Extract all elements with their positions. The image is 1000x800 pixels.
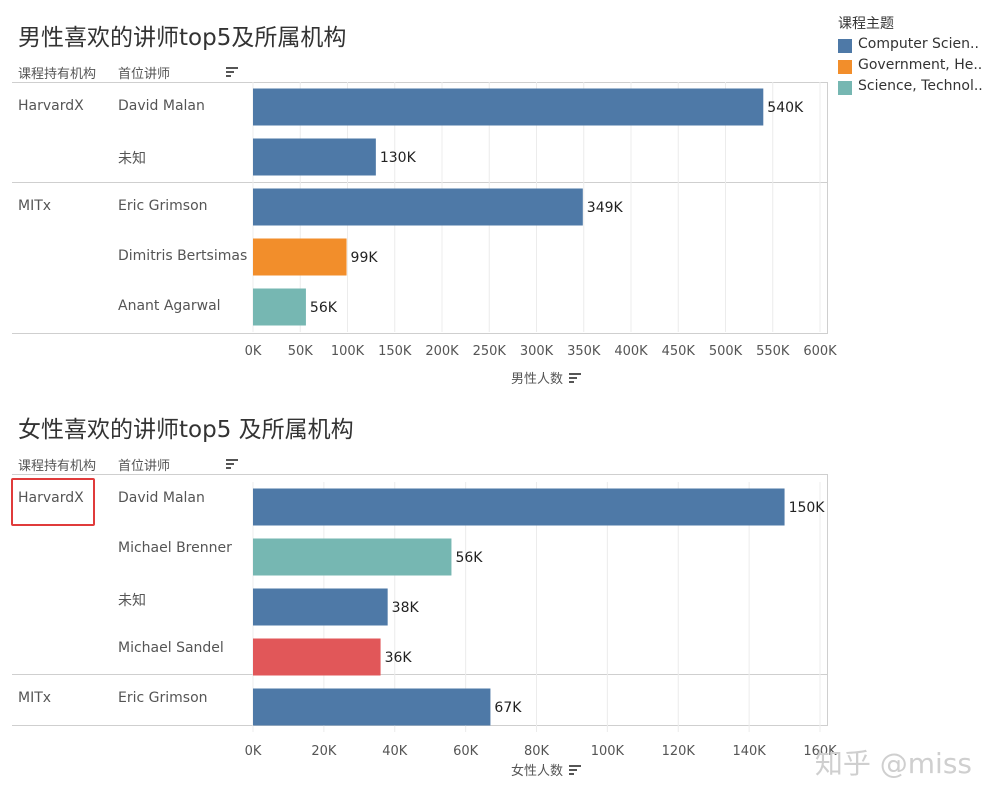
bar-value-label: 150K (789, 500, 826, 516)
x-tick-label: 20K (311, 744, 337, 759)
legend-label: Government, He.. (858, 57, 983, 73)
group-separator (12, 182, 827, 183)
lecturer-column-header-male: 首位讲师 (118, 67, 171, 82)
org-column-header-male: 课程持有机构 (18, 67, 97, 82)
x-tick-label: 300K (520, 344, 554, 359)
lecturer-label: Dimitris Bertsimas (118, 248, 248, 264)
bar[interactable] (253, 538, 452, 576)
lecturer-label: 未知 (118, 593, 146, 609)
bar-plot-male: 0K 50K 100K 150K 200K 250K 300K 350K 400K 450K 500… (245, 82, 837, 359)
x-tick-label: 150K (378, 344, 412, 359)
x-tick-label: 50K (288, 344, 314, 359)
x-axis-title-male: 男性人数 (511, 368, 582, 387)
x-tick-label: 0K (245, 744, 262, 759)
bar[interactable] (253, 238, 347, 276)
x-tick-label: 60K (453, 744, 479, 759)
x-tick-label: 0K (245, 344, 262, 359)
x-tick-label: 120K (662, 744, 696, 759)
legend-label: Computer Scien.. (858, 36, 979, 52)
lecturer-label: Michael Brenner (118, 540, 232, 556)
lecturer-label: Michael Sandel (118, 640, 224, 656)
x-tick-label: 400K (614, 344, 648, 359)
x-tick-label: 40K (382, 744, 408, 759)
bar[interactable] (253, 288, 306, 326)
bar-value-label: 130K (380, 150, 417, 166)
watermark: 知乎 @miss (814, 747, 972, 780)
x-tick-label: 160K (803, 744, 837, 759)
lecturer-label: David Malan (118, 98, 205, 114)
bar[interactable] (253, 588, 388, 626)
x-tick-label: 550K (756, 344, 790, 359)
lecturer-label: Eric Grimson (118, 690, 208, 706)
group-separator (12, 674, 827, 675)
legend-swatch (838, 60, 852, 74)
sort-icon[interactable] (226, 67, 238, 77)
x-tick-label: 80K (524, 744, 550, 759)
x-axis-title-female: 女性人数 (511, 760, 582, 779)
bar-value-label: 38K (392, 600, 420, 616)
x-tick-label: 140K (732, 744, 766, 759)
x-tick-label: 200K (425, 344, 459, 359)
org-label-harvardx: HarvardX (18, 490, 84, 506)
bar-value-label: 36K (385, 650, 413, 666)
chart-title-male: 男性喜欢的讲师top5及所属机构 (18, 25, 347, 51)
bar-value-label: 99K (351, 250, 379, 266)
lecturer-label: 未知 (118, 151, 146, 167)
legend-swatch (838, 39, 852, 53)
bar[interactable] (253, 88, 764, 126)
bar-plot-female: 0K 20K 40K 60K 80K 100K 120K 140K 160K 150K 56K 38K… (245, 482, 837, 759)
org-label-mitx: MITx (18, 198, 52, 214)
bar[interactable] (253, 138, 376, 176)
lecturer-column-header-female: 首位讲师 (118, 459, 171, 474)
bar-value-label: 56K (455, 550, 483, 566)
lecturer-label: Anant Agarwal (118, 298, 221, 314)
legend-swatch (838, 81, 852, 95)
sort-icon[interactable] (226, 459, 238, 469)
org-column-header-female: 课程持有机构 (18, 459, 97, 474)
bar-value-label: 540K (767, 100, 804, 116)
lecturer-label: Eric Grimson (118, 198, 208, 214)
bar[interactable] (253, 188, 583, 226)
bar-value-label: 349K (587, 200, 624, 216)
chart-frame-male (12, 82, 828, 334)
axis-sort-icon[interactable] (569, 373, 582, 383)
bar-value-label: 67K (494, 700, 522, 716)
legend-label: Science, Technol.. (858, 78, 983, 94)
axis-sort-icon[interactable] (569, 765, 582, 775)
bar[interactable] (253, 638, 381, 676)
lecturer-label: David Malan (118, 490, 205, 506)
highlight-annotation-box (11, 478, 95, 526)
bar[interactable] (253, 488, 785, 526)
legend-title: 课程主题 (838, 16, 894, 32)
x-tick-label: 100K (331, 344, 365, 359)
x-tick-label: 100K (591, 744, 625, 759)
bar-value-label: 56K (310, 300, 338, 316)
x-tick-label: 350K (567, 344, 601, 359)
x-tick-label: 600K (803, 344, 837, 359)
x-tick-label: 250K (473, 344, 507, 359)
x-tick-label: 450K (662, 344, 696, 359)
x-tick-label: 500K (709, 344, 743, 359)
bar[interactable] (253, 688, 491, 726)
org-label-mitx: MITx (18, 690, 52, 706)
chart-title-female: 女性喜欢的讲师top5 及所属机构 (18, 417, 354, 443)
org-label-harvardx: HarvardX (18, 98, 84, 114)
